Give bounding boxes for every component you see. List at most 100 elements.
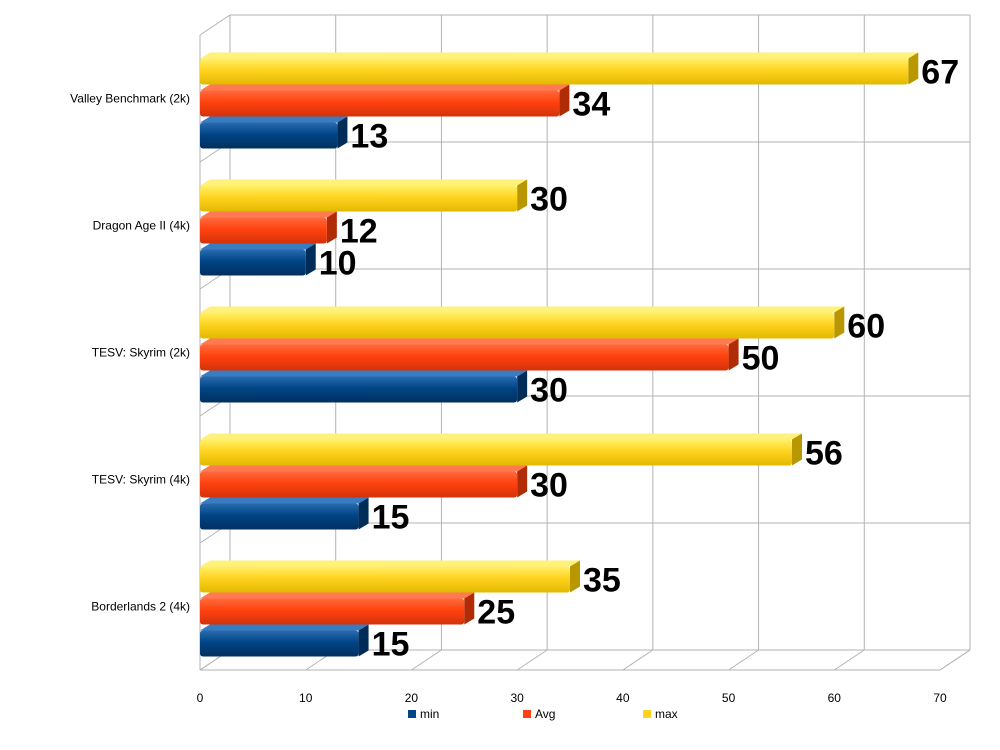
bar-top-face [200, 560, 580, 567]
bar-side-face [517, 179, 528, 212]
data-label: 67 [921, 54, 959, 92]
category-label: Valley Benchmark (2k) [70, 92, 190, 106]
legend-swatch [523, 710, 531, 718]
bar-top-face [200, 52, 919, 59]
data-label: 56 [805, 435, 843, 473]
legend-item-max: max [643, 707, 678, 721]
bar-min [200, 243, 316, 276]
data-label: 15 [372, 499, 410, 537]
category-label: Borderlands 2 (4k) [91, 600, 190, 614]
bar-side-face [517, 370, 528, 403]
bar-top-face [200, 306, 845, 313]
bar-front-face [200, 90, 560, 117]
bar-side-face [337, 116, 348, 149]
bar-top-face [200, 179, 528, 186]
legend-label: Avg [535, 707, 555, 721]
x-tick-label: 70 [933, 691, 947, 705]
data-label: 25 [477, 594, 515, 632]
bar-avg [200, 338, 739, 371]
bar-side-face [728, 338, 739, 371]
bar-top-face [200, 465, 528, 472]
legend-swatch [643, 710, 651, 718]
bar-avg [200, 84, 570, 117]
bar-side-face [834, 306, 845, 339]
bar-min [200, 624, 369, 657]
bar-front-face [200, 503, 359, 530]
data-label: 50 [742, 340, 780, 378]
bar-side-face [326, 211, 337, 244]
data-label: 30 [530, 467, 568, 505]
bar-top-face [200, 370, 528, 377]
x-tick-label: 50 [722, 691, 736, 705]
bar-front-face [200, 598, 465, 625]
bar-front-face [200, 312, 835, 339]
bar-side-face [570, 560, 580, 593]
legend-label: min [420, 707, 439, 721]
floor-grid-line [516, 649, 548, 671]
legend-item-min: min [408, 707, 439, 721]
x-tick-label: 30 [510, 691, 524, 705]
bar-side-face [559, 84, 570, 117]
data-label: 60 [847, 308, 885, 346]
bar-min [200, 497, 369, 530]
legend-item-avg: Avg [523, 707, 555, 721]
bar-front-face [200, 630, 359, 657]
bar-front-face [200, 376, 518, 403]
x-tick-label: 0 [197, 691, 204, 705]
bar-front-face [200, 249, 306, 276]
bar-side-face [358, 624, 369, 657]
category-label: Dragon Age II (4k) [93, 219, 190, 233]
x-tick-label: 20 [405, 691, 419, 705]
bar-side-face [464, 592, 475, 625]
data-label: 35 [583, 562, 621, 600]
bar-max [200, 306, 845, 339]
data-label: 34 [572, 86, 610, 124]
legend-swatch [408, 710, 416, 718]
bar-front-face [200, 471, 518, 498]
data-label: 30 [530, 372, 568, 410]
bar-front-face [200, 122, 338, 149]
bar-top-face [200, 211, 337, 218]
x-tick-label: 10 [299, 691, 313, 705]
category-label: TESV: Skyrim (2k) [92, 346, 190, 360]
data-label: 30 [530, 181, 568, 219]
bar-side-face [358, 497, 369, 530]
bar-min [200, 116, 348, 149]
bar-side-face [305, 243, 316, 276]
floor-grid-line [728, 649, 759, 671]
bar-avg [200, 211, 337, 244]
bar-top-face [200, 243, 316, 250]
bar-top-face [200, 433, 802, 440]
data-label: 12 [340, 213, 378, 251]
bar-front-face [200, 439, 792, 466]
floor-edge [939, 649, 971, 671]
data-label: 10 [319, 245, 357, 283]
bar-side-face [792, 433, 802, 466]
data-label: 13 [350, 118, 388, 156]
bar-avg [200, 592, 475, 625]
category-label: TESV: Skyrim (4k) [92, 473, 190, 487]
bar-front-face [200, 566, 570, 593]
bar-front-face [200, 344, 729, 371]
bar-top-face [200, 116, 348, 123]
floor-grid-line [834, 649, 865, 671]
bar-side-face [908, 52, 919, 85]
x-tick-label: 60 [828, 691, 842, 705]
bar-top-face [200, 84, 570, 91]
floor-grid-line [622, 649, 654, 671]
bar-top-face [200, 338, 739, 345]
bar-min [200, 370, 528, 403]
data-label: 15 [372, 626, 410, 664]
bar-front-face [200, 217, 327, 244]
bar-top-face [200, 497, 369, 504]
bar-max [200, 560, 580, 593]
bar-top-face [200, 592, 475, 599]
x-tick-label: 40 [616, 691, 630, 705]
legend-label: max [655, 707, 678, 721]
bar-max [200, 433, 802, 466]
bar-front-face [200, 58, 909, 85]
bar-max [200, 179, 528, 212]
bar-max [200, 52, 919, 85]
